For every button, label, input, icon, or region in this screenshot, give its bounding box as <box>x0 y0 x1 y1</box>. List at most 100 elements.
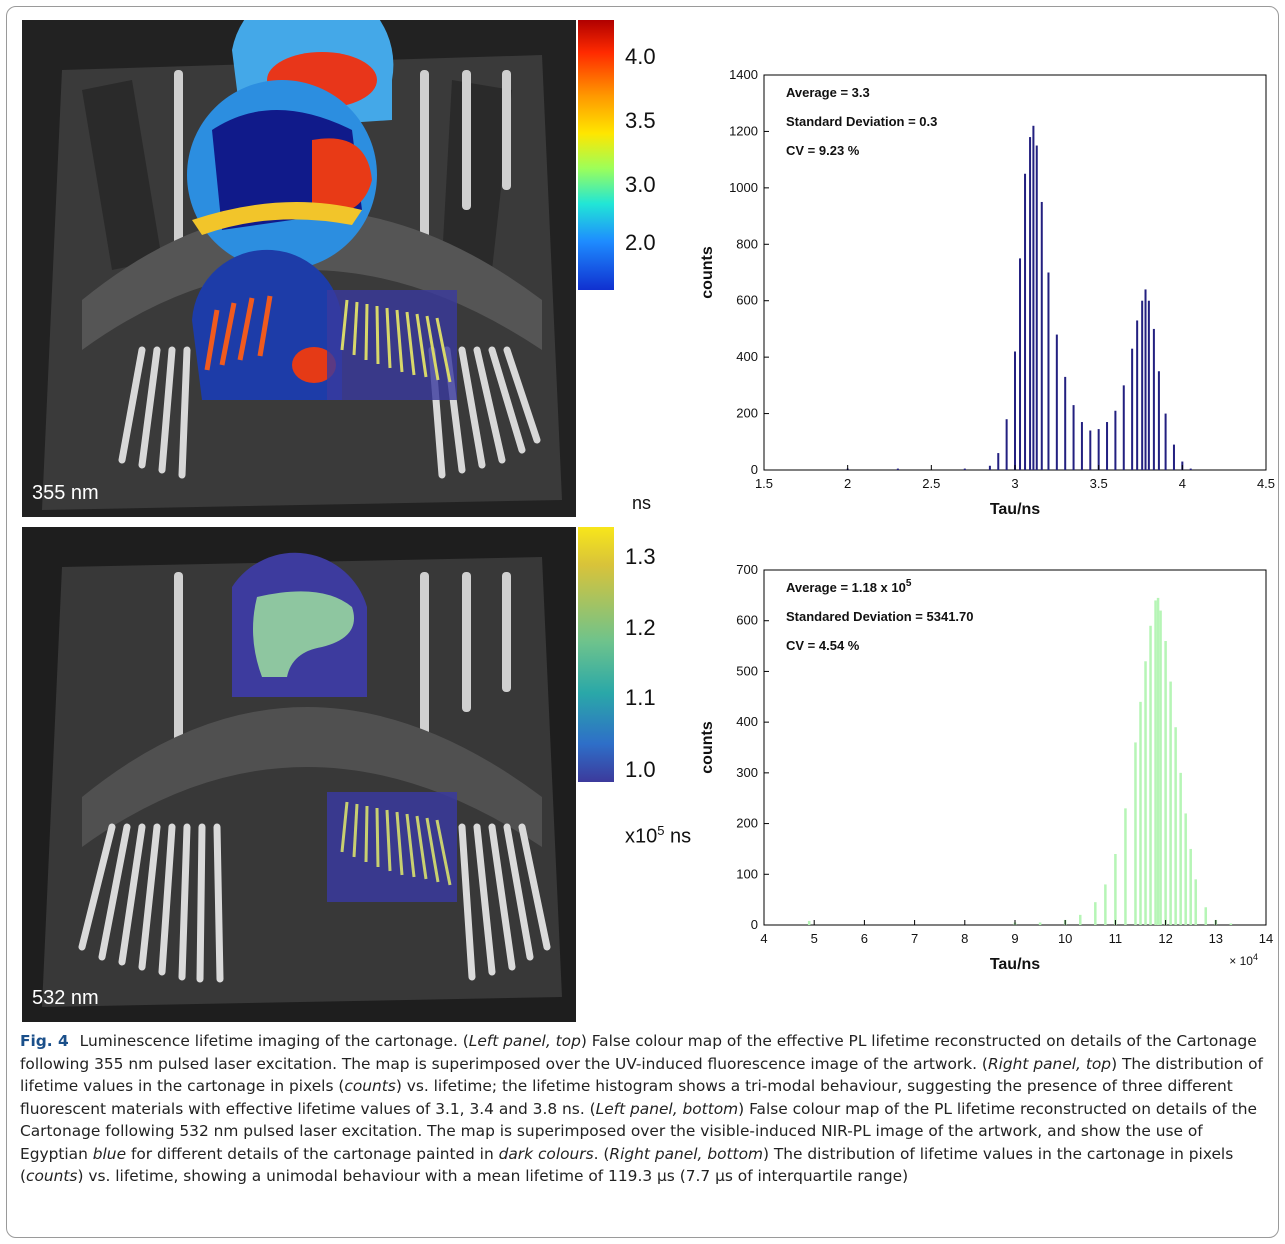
y-tick-label: 0 <box>751 917 758 932</box>
x-tick-label: 8 <box>961 931 968 946</box>
stat-annotation: Average = 1.18 x 105 <box>786 578 912 595</box>
histogram-bar <box>1032 125 1035 471</box>
histogram-bar <box>1114 854 1117 925</box>
colorbar-bottom <box>578 527 614 782</box>
x-tick-label: 12 <box>1158 931 1172 946</box>
histogram-bar <box>1144 661 1147 925</box>
histogram-bar <box>1131 348 1134 470</box>
plot-area <box>763 569 1267 926</box>
y-tick-label: 700 <box>736 562 758 577</box>
histogram-bar <box>1134 742 1137 925</box>
x-tick-label: 2.5 <box>922 476 940 491</box>
histogram-bar <box>896 468 899 470</box>
x-tick-label: 4 <box>760 931 767 946</box>
colorbar-bottom-tick: 1.3 <box>625 544 656 569</box>
histogram-bar <box>1204 907 1208 925</box>
histogram-bar <box>1005 419 1008 470</box>
histogram-bar <box>1072 405 1075 470</box>
figure-number: Fig. 4 <box>20 1032 69 1050</box>
histogram-bar <box>807 920 811 925</box>
histogram-bar <box>1136 320 1139 470</box>
x-tick-label: 2 <box>844 476 851 491</box>
x-tick-label: 3 <box>1011 476 1018 491</box>
y-tick-label: 600 <box>736 613 758 628</box>
y-tick-label: 1000 <box>729 180 758 195</box>
histogram-bar <box>1114 410 1117 470</box>
histogram-bar <box>1038 922 1042 925</box>
y-tick-label: 200 <box>736 816 758 831</box>
colorbar-bottom-tick: 1.2 <box>625 615 656 640</box>
colorbar-bottom-unit: x105 ns <box>625 823 692 848</box>
histogram-bar <box>1024 173 1027 470</box>
histogram-bar <box>1164 641 1167 925</box>
histogram-bar <box>1179 772 1182 925</box>
histogram-bar <box>1040 201 1043 470</box>
colorbar-top-tick: 3.5 <box>625 108 656 133</box>
histogram-bar <box>1174 727 1177 925</box>
y-tick-label: 200 <box>736 406 758 421</box>
x-tick-label: 4.5 <box>1257 476 1275 491</box>
x-tick-label: 14 <box>1259 931 1273 946</box>
y-axis-label: counts <box>699 246 716 299</box>
colorbar-bottom-tick: 1.1 <box>625 685 656 710</box>
histogram-bar <box>963 468 966 470</box>
histogram-bar <box>1169 681 1172 925</box>
x-tick-label: 11 <box>1109 931 1123 946</box>
histogram-bar <box>1106 422 1109 470</box>
histogram-bar <box>1139 701 1142 925</box>
x-tick-label: 4 <box>1179 476 1186 491</box>
y-tick-label: 0 <box>751 462 758 477</box>
y-tick-label: 800 <box>736 236 758 251</box>
histogram-bar <box>1149 625 1152 925</box>
x-tick-label: 5 <box>811 931 818 946</box>
stat-annotation: CV = 9.23 % <box>786 143 860 158</box>
histogram-532nm: 4 5 6 7 8 9 10 11 12 13 14 0 100 200 300 400 500 600 700 Ta… <box>699 562 1273 973</box>
histogram-bar <box>1035 145 1038 470</box>
y-tick-label: 600 <box>736 293 758 308</box>
histogram-bar <box>1080 422 1083 470</box>
x-axis-label: Tau/ns <box>990 956 1040 973</box>
histogram-bar <box>997 453 1000 470</box>
histogram-bar <box>1189 468 1192 470</box>
cartonage-illustration-bottom <box>22 527 576 1022</box>
x-tick-label: 1.5 <box>755 476 773 491</box>
x-tick-label: 7 <box>911 931 918 946</box>
y-tick-label: 500 <box>736 663 758 678</box>
histogram-bar <box>1152 328 1155 470</box>
x-tick-label: 9 <box>1011 931 1018 946</box>
y-axis-label: counts <box>699 721 716 774</box>
colorbar-top-unit: ns <box>632 493 652 513</box>
histogram-bar <box>1019 258 1022 470</box>
y-tick-label: 1200 <box>729 123 758 138</box>
colorbar-top-tick: 4.0 <box>625 44 656 69</box>
histogram-bar <box>1029 137 1032 471</box>
histogram-bar <box>1194 879 1197 925</box>
histogram-bar <box>1104 884 1107 925</box>
histogram-bar <box>1157 371 1160 470</box>
y-tick-label: 300 <box>736 765 758 780</box>
histogram-bar <box>1047 272 1050 470</box>
lifetime-map-532nm: 532 nm <box>22 527 576 1022</box>
x-multiplier: × 104 <box>1229 952 1258 968</box>
y-tick-label: 1400 <box>729 67 758 82</box>
stat-annotation: Average = 3.3 <box>786 85 870 100</box>
y-tick-label: 400 <box>736 714 758 729</box>
histogram-bar <box>1055 334 1058 470</box>
stat-annotation: Standared Deviation = 5341.70 <box>786 609 974 624</box>
x-axis-label: Tau/ns <box>990 501 1040 518</box>
histogram-bar <box>1229 923 1233 925</box>
histogram-bar <box>1172 444 1175 470</box>
histogram-bar <box>1164 413 1167 470</box>
image-label-355nm: 355 nm <box>32 482 99 504</box>
histogram-bar <box>1184 813 1187 925</box>
histogram-bar <box>1089 430 1092 470</box>
histogram-355nm: 1.5 2 2.5 3 3.5 4 4.5 0 200 400 600 800 1000 1200 1400… <box>699 67 1275 518</box>
histogram-bar <box>1097 429 1100 470</box>
lifetime-map-355nm: 355 nm <box>22 20 576 517</box>
x-tick-label: 13 <box>1209 931 1223 946</box>
colorbar-top-tick: 2.0 <box>625 230 656 255</box>
histogram-bar <box>1124 808 1127 925</box>
image-label-532nm: 532 nm <box>32 987 99 1009</box>
histogram-bar <box>988 465 991 470</box>
histogram-bar <box>1147 300 1150 470</box>
